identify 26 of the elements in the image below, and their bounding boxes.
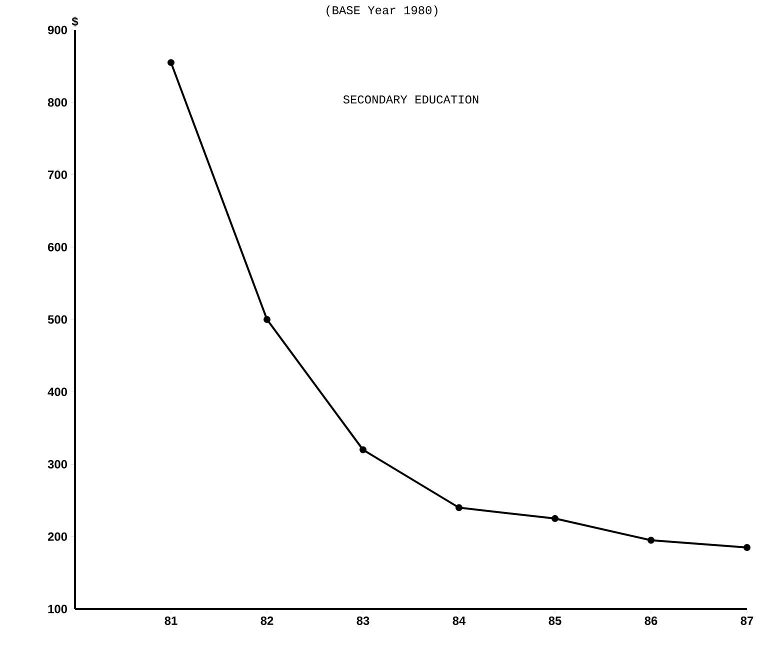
point <box>552 515 558 522</box>
point <box>744 544 750 551</box>
y-tick-label: 500 <box>48 315 67 324</box>
chart-title: (BASE Year 1980) <box>326 6 438 17</box>
point <box>648 536 654 544</box>
y-tick-label: 100 <box>48 604 67 614</box>
y-tick-label: 600 <box>48 242 67 252</box>
y-tick-label: 900 <box>48 26 67 34</box>
y-tick-label: 300 <box>48 460 67 468</box>
point <box>264 316 270 323</box>
y-tick-label: 700 <box>48 170 67 179</box>
y-tick-label: 200 <box>48 532 67 541</box>
y-tick-label: 800 <box>48 98 67 107</box>
y-axis-title: $ <box>72 16 78 26</box>
point <box>456 504 462 512</box>
x-tick-label: 81 <box>164 616 178 625</box>
x-tick-label: 87 <box>740 616 754 625</box>
x-tick-label: 84 <box>452 616 466 625</box>
point <box>360 446 366 454</box>
x-tick-label: 86 <box>644 616 658 625</box>
annotation: SECONDARY EDUCATION <box>343 95 478 104</box>
x-tick-label: 83 <box>356 616 370 625</box>
point <box>168 59 174 66</box>
x-tick-label: 85 <box>548 616 562 625</box>
y-tick-label: 400 <box>48 388 67 396</box>
x-tick-label: 82 <box>260 616 274 625</box>
